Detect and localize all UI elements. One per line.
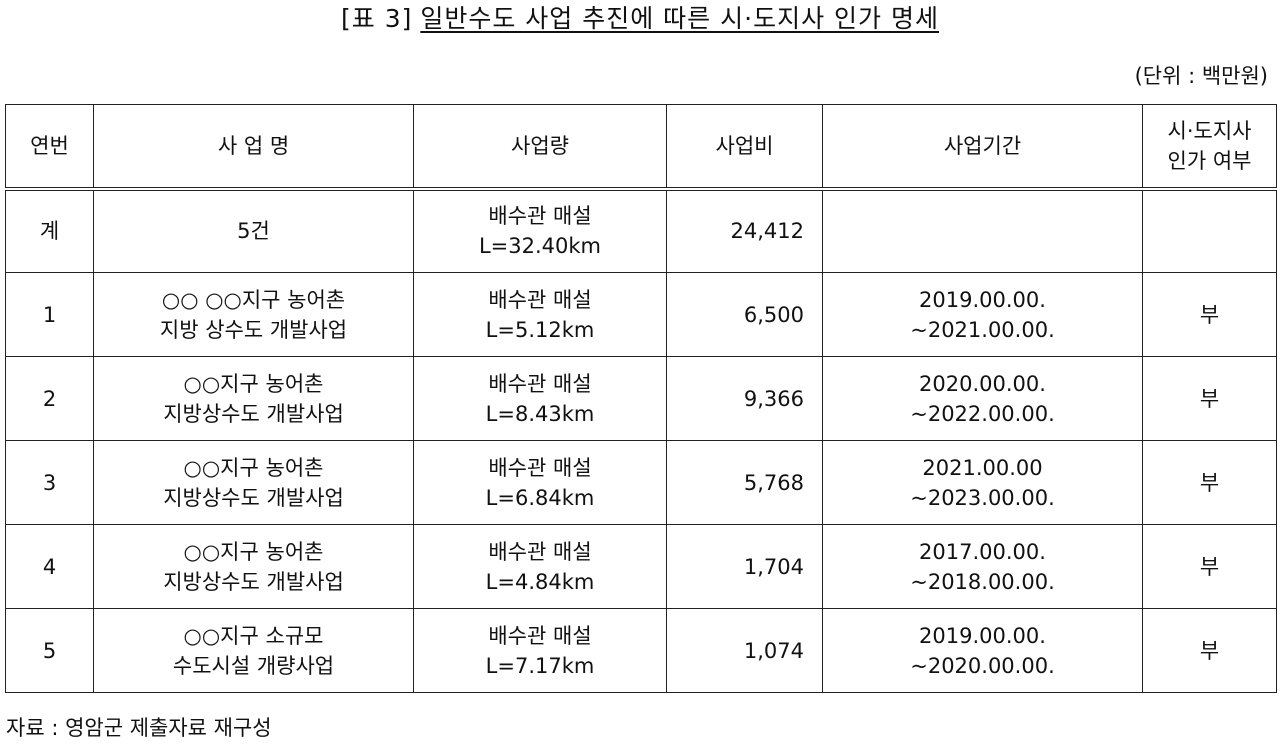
header-volume: 사업량	[413, 104, 667, 191]
table-title: [표 3] 일반수도 사업 추진에 따른 시·도지사 인가 명세	[0, 0, 1280, 36]
cell-name-line1: ○○지구 농어촌	[183, 455, 324, 480]
cell-period-start: 2019.00.00.	[919, 623, 1046, 648]
cell-period-end: ~2022.00.00.	[910, 401, 1055, 426]
cell-period: 2019.00.00. ~2021.00.00.	[822, 272, 1143, 357]
cell-name: 5건	[93, 188, 414, 273]
cell-volume-line1: 배수관 매설	[488, 455, 592, 480]
cell-volume-line2: L=7.17km	[485, 653, 595, 678]
cell-no: 4	[5, 524, 94, 609]
cell-volume: 배수관 매설 L=7.17km	[413, 608, 667, 693]
cell-name: ○○지구 농어촌 지방상수도 개발사업	[93, 524, 414, 609]
cell-name-line1: ○○지구 농어촌	[183, 371, 324, 396]
header-approval-line1: 시·도지사	[1167, 118, 1252, 143]
cell-volume-line1: 배수관 매설	[488, 287, 592, 312]
header-approval: 시·도지사 인가 여부	[1142, 104, 1277, 191]
unit-note: (단위 : 백만원)	[1134, 64, 1268, 88]
table-caption: 일반수도 사업 추진에 따른 시·도지사 인가 명세	[420, 4, 939, 33]
cell-name-line2: 지방 상수도 개발사업	[159, 317, 348, 342]
table-row: 5 ○○지구 소규모 수도시설 개량사업 배수관 매설 L=7.17km 1,0…	[5, 608, 1277, 693]
cell-approval: 부	[1142, 524, 1277, 609]
cell-period: 2017.00.00. ~2018.00.00.	[822, 524, 1143, 609]
cell-period: 2021.00.00 ~2023.00.00.	[822, 440, 1143, 525]
cell-period-start: 2020.00.00.	[919, 371, 1046, 396]
cell-name-line1: ○○지구 소규모	[183, 623, 324, 648]
header-row: 연번 사 업 명 사업량 사업비 사업기간 시·도지사 인가 여부	[5, 104, 1277, 191]
cell-volume-line2: L=32.40km	[478, 234, 602, 259]
header-period: 사업기간	[822, 104, 1143, 191]
cell-name-line2: 지방상수도 개발사업	[163, 569, 344, 594]
cell-name-line2: 지방상수도 개발사업	[163, 401, 344, 426]
cell-volume: 배수관 매설 L=6.84km	[413, 440, 667, 525]
table-row: 2 ○○지구 농어촌 지방상수도 개발사업 배수관 매설 L=8.43km 9,…	[5, 356, 1277, 441]
cell-no: 계	[5, 188, 94, 273]
cell-no: 5	[5, 608, 94, 693]
table-row: 4 ○○지구 농어촌 지방상수도 개발사업 배수관 매설 L=4.84km 1,…	[5, 524, 1277, 609]
cell-volume-line2: L=5.12km	[485, 317, 595, 342]
header-cost: 사업비	[666, 104, 823, 191]
table-row: 1 ○○ ○○지구 농어촌 지방 상수도 개발사업 배수관 매설 L=5.12k…	[5, 272, 1277, 357]
table-row-total: 계 5건 배수관 매설 L=32.40km 24,412	[5, 188, 1277, 273]
cell-no: 2	[5, 356, 94, 441]
cell-name-line2: 지방상수도 개발사업	[163, 485, 344, 510]
cell-period-end: ~2020.00.00.	[910, 653, 1055, 678]
cell-name: ○○ ○○지구 농어촌 지방 상수도 개발사업	[93, 272, 414, 357]
cell-name: ○○지구 소규모 수도시설 개량사업	[93, 608, 414, 693]
cell-period: 2019.00.00. ~2020.00.00.	[822, 608, 1143, 693]
cell-volume: 배수관 매설 L=32.40km	[413, 188, 667, 273]
cell-cost: 1,704	[666, 524, 823, 609]
header-name: 사 업 명	[93, 104, 414, 191]
table-number: [표 3]	[341, 4, 413, 33]
cell-period-end: ~2018.00.00.	[910, 569, 1055, 594]
cell-volume-line2: L=8.43km	[485, 401, 595, 426]
source-note: 자료 : 영암군 제출자료 재구성	[6, 716, 272, 740]
header-approval-line2: 인가 여부	[1167, 148, 1252, 173]
cell-volume-line1: 배수관 매설	[488, 371, 592, 396]
cell-volume-line1: 배수관 매설	[488, 204, 592, 229]
cell-period: 2020.00.00. ~2022.00.00.	[822, 356, 1143, 441]
cell-period	[822, 188, 1143, 273]
cell-volume-line2: L=4.84km	[485, 569, 595, 594]
cell-volume-line2: L=6.84km	[485, 485, 595, 510]
cell-period-end: ~2021.00.00.	[910, 317, 1055, 342]
cell-approval	[1142, 188, 1277, 273]
cell-name: ○○지구 농어촌 지방상수도 개발사업	[93, 356, 414, 441]
cell-name-line2: 수도시설 개량사업	[172, 653, 335, 678]
cell-name-line1: ○○지구 농어촌	[183, 539, 324, 564]
cell-cost: 9,366	[666, 356, 823, 441]
cell-approval: 부	[1142, 356, 1277, 441]
cell-period-start: 2017.00.00.	[919, 539, 1046, 564]
cell-cost: 1,074	[666, 608, 823, 693]
cell-cost: 24,412	[666, 188, 823, 273]
cell-name-line1: 5건	[237, 219, 270, 244]
cell-volume-line1: 배수관 매설	[488, 623, 592, 648]
cell-period-start: 2019.00.00.	[919, 287, 1046, 312]
cell-volume: 배수관 매설 L=4.84km	[413, 524, 667, 609]
cell-volume-line1: 배수관 매설	[488, 539, 592, 564]
header-no: 연번	[5, 104, 94, 191]
cell-cost: 6,500	[666, 272, 823, 357]
cell-cost: 5,768	[666, 440, 823, 525]
cell-approval: 부	[1142, 272, 1277, 357]
cell-period-end: ~2023.00.00.	[910, 485, 1055, 510]
cell-name: ○○지구 농어촌 지방상수도 개발사업	[93, 440, 414, 525]
cell-volume: 배수관 매설 L=5.12km	[413, 272, 667, 357]
cell-approval: 부	[1142, 440, 1277, 525]
table-row: 3 ○○지구 농어촌 지방상수도 개발사업 배수관 매설 L=6.84km 5,…	[5, 440, 1277, 525]
cell-approval: 부	[1142, 608, 1277, 693]
cell-period-start: 2021.00.00	[922, 455, 1043, 480]
cell-no: 1	[5, 272, 94, 357]
approval-table: 연번 사 업 명 사업량 사업비 사업기간 시·도지사 인가 여부 계 5건 배…	[5, 104, 1277, 693]
cell-no: 3	[5, 440, 94, 525]
cell-volume: 배수관 매설 L=8.43km	[413, 356, 667, 441]
cell-name-line1: ○○ ○○지구 농어촌	[161, 287, 346, 312]
